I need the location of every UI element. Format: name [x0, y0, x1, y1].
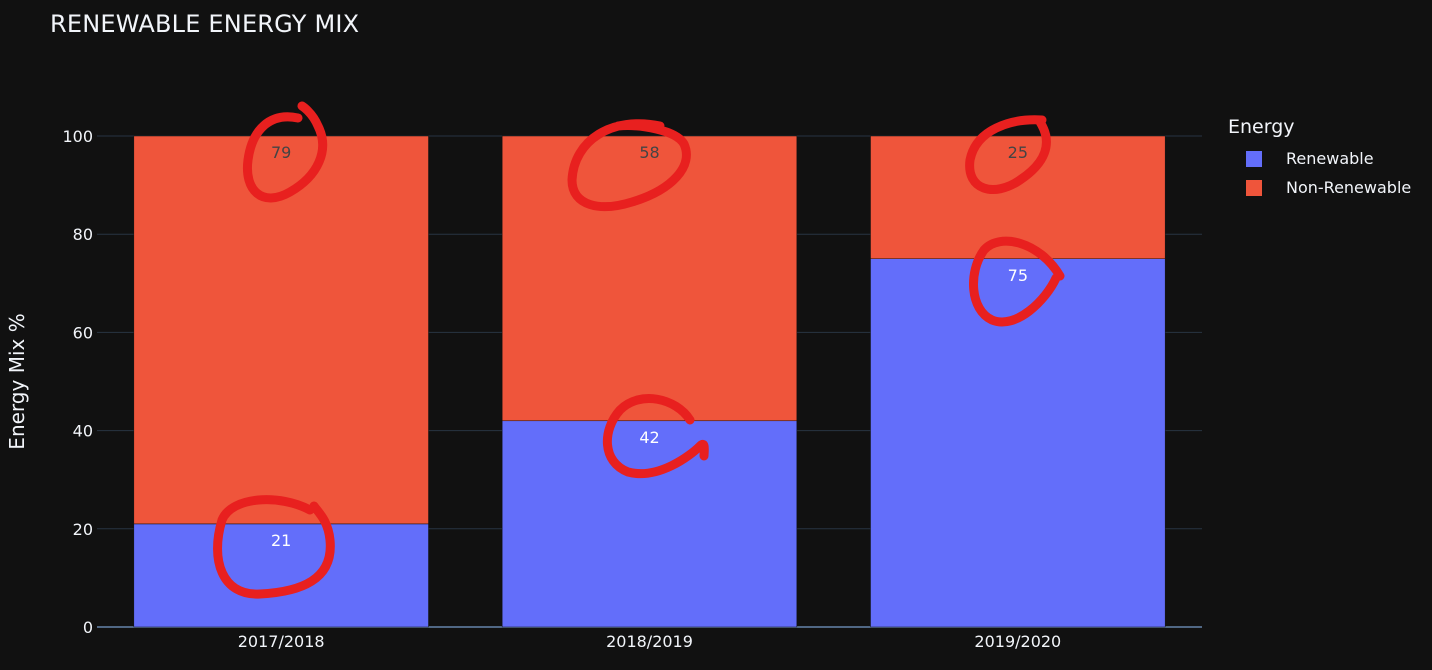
legend-label-non-renewable: Non-Renewable	[1286, 178, 1412, 197]
legend-title: Energy	[1228, 116, 1295, 138]
bars	[133, 135, 1166, 628]
data-labels: 21 79 42 58 75 25	[271, 143, 1028, 550]
y-tick-label: 0	[83, 618, 93, 637]
y-tick-label: 40	[73, 422, 93, 441]
hand-drawn-circles	[213, 101, 1065, 599]
y-tick-label: 80	[73, 225, 93, 244]
bar-value-label: 79	[271, 143, 291, 162]
bar-value-label: 21	[271, 531, 291, 550]
y-axis-label: Energy Mix %	[5, 313, 29, 449]
bar-value-label: 25	[1008, 143, 1028, 162]
y-tick-label: 20	[73, 520, 93, 539]
bar-renewable[interactable]	[133, 523, 429, 628]
bar-value-label: 58	[639, 143, 659, 162]
x-tick-label: 2018/2019	[606, 632, 693, 651]
bar-value-label: 75	[1008, 266, 1028, 285]
y-tick-labels: 0 20 40 60 80 100	[62, 127, 93, 637]
legend-item-renewable[interactable]: Renewable	[1228, 144, 1411, 173]
legend-item-non-renewable[interactable]: Non-Renewable	[1228, 173, 1411, 202]
red-circle-annotation	[969, 236, 1065, 327]
red-circle-annotation	[965, 115, 1051, 194]
bar-renewable[interactable]	[501, 420, 798, 628]
red-circle-annotation	[242, 101, 328, 203]
red-circle-annotation	[213, 495, 335, 599]
y-tick-label: 60	[73, 323, 93, 342]
x-tick-label: 2019/2020	[974, 632, 1061, 651]
bar-value-label: 42	[639, 428, 659, 447]
red-circle-annotation	[567, 119, 691, 212]
legend-swatch-renewable	[1246, 150, 1262, 167]
x-tick-label: 2017/2018	[238, 632, 325, 651]
x-tick-labels: 2017/2018 2018/2019 2019/2020	[238, 632, 1061, 651]
y-tick-label: 100	[62, 127, 93, 146]
legend[interactable]: Energy Renewable Non-Renewable	[1228, 116, 1411, 202]
bar-non-renewable[interactable]	[501, 135, 798, 422]
chart-title: RENEWABLE ENERGY MIX	[50, 10, 360, 38]
legend-swatch-non-renewable	[1246, 179, 1262, 196]
red-circle-annotation	[603, 394, 709, 478]
legend-label-renewable: Renewable	[1286, 149, 1374, 168]
